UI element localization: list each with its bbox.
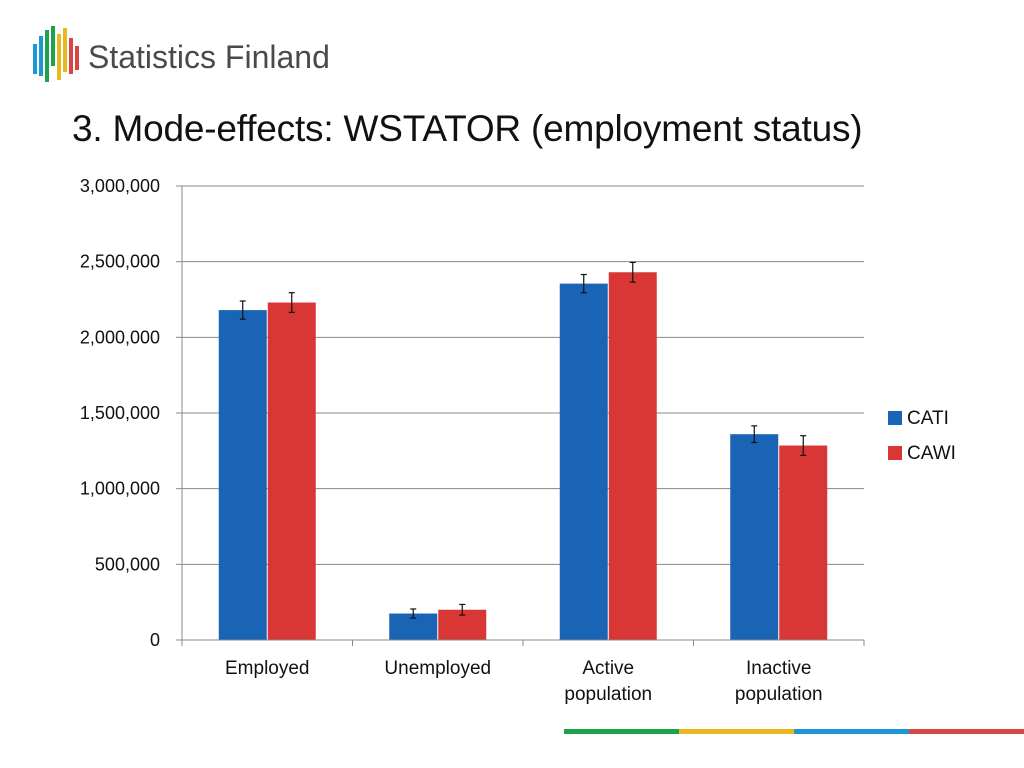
x-tick-label: population (564, 684, 652, 705)
statistics-finland-logo: Statistics Finland (30, 24, 360, 88)
x-tick-label: Unemployed (384, 658, 491, 679)
bar-cawi-0 (267, 302, 316, 640)
footer-stripe (564, 729, 679, 734)
error-bar (800, 435, 807, 456)
y-tick-label: 0 (150, 630, 160, 650)
legend-label-cati: CATI (907, 408, 949, 429)
legend-label-cawi: CAWI (907, 443, 956, 464)
footer-stripe (679, 729, 794, 734)
y-tick-label: 1,500,000 (80, 403, 160, 423)
error-bar (629, 261, 636, 283)
y-tick-label: 2,500,000 (80, 252, 160, 272)
bar-cawi-2 (608, 272, 657, 640)
y-tick-label: 500,000 (95, 554, 160, 574)
footer-stripe (794, 729, 909, 734)
x-tick-label: population (735, 684, 823, 705)
logo-text: Statistics Finland (88, 39, 330, 75)
y-tick-label: 2,000,000 (80, 327, 160, 347)
bar-layer (218, 261, 828, 640)
bar-cati-0 (218, 310, 267, 640)
page-title: 3. Mode-effects: WSTATOR (employment sta… (72, 108, 863, 149)
bar-cawi-3 (779, 445, 828, 640)
error-bar (288, 292, 295, 313)
label-layer: 0 500,000 1,000,000 1,500,000 2,000,000 2,500… (80, 176, 823, 705)
footer-stripe (909, 729, 1024, 734)
footer-color-stripes (564, 729, 1024, 734)
error-bar (580, 273, 587, 294)
statistics-finland-bars-logo-icon (33, 26, 79, 82)
y-tick-label: 3,000,000 (80, 176, 160, 196)
error-bar (751, 425, 758, 444)
axis-layer (176, 185, 865, 646)
legend-swatch-cati (888, 411, 902, 425)
bar-cati-2 (559, 283, 608, 640)
y-tick-label: 1,000,000 (80, 479, 160, 499)
error-bar (459, 603, 466, 616)
x-tick-label: Active (582, 658, 634, 679)
x-tick-label: Inactive (746, 658, 811, 679)
error-bar (239, 300, 246, 320)
x-tick-label: Employed (225, 658, 310, 679)
legend-swatch-cawi (888, 446, 902, 460)
chart-legend: CATI CAWI (888, 408, 956, 464)
bar-cati-3 (730, 434, 779, 640)
error-bar (410, 608, 417, 619)
